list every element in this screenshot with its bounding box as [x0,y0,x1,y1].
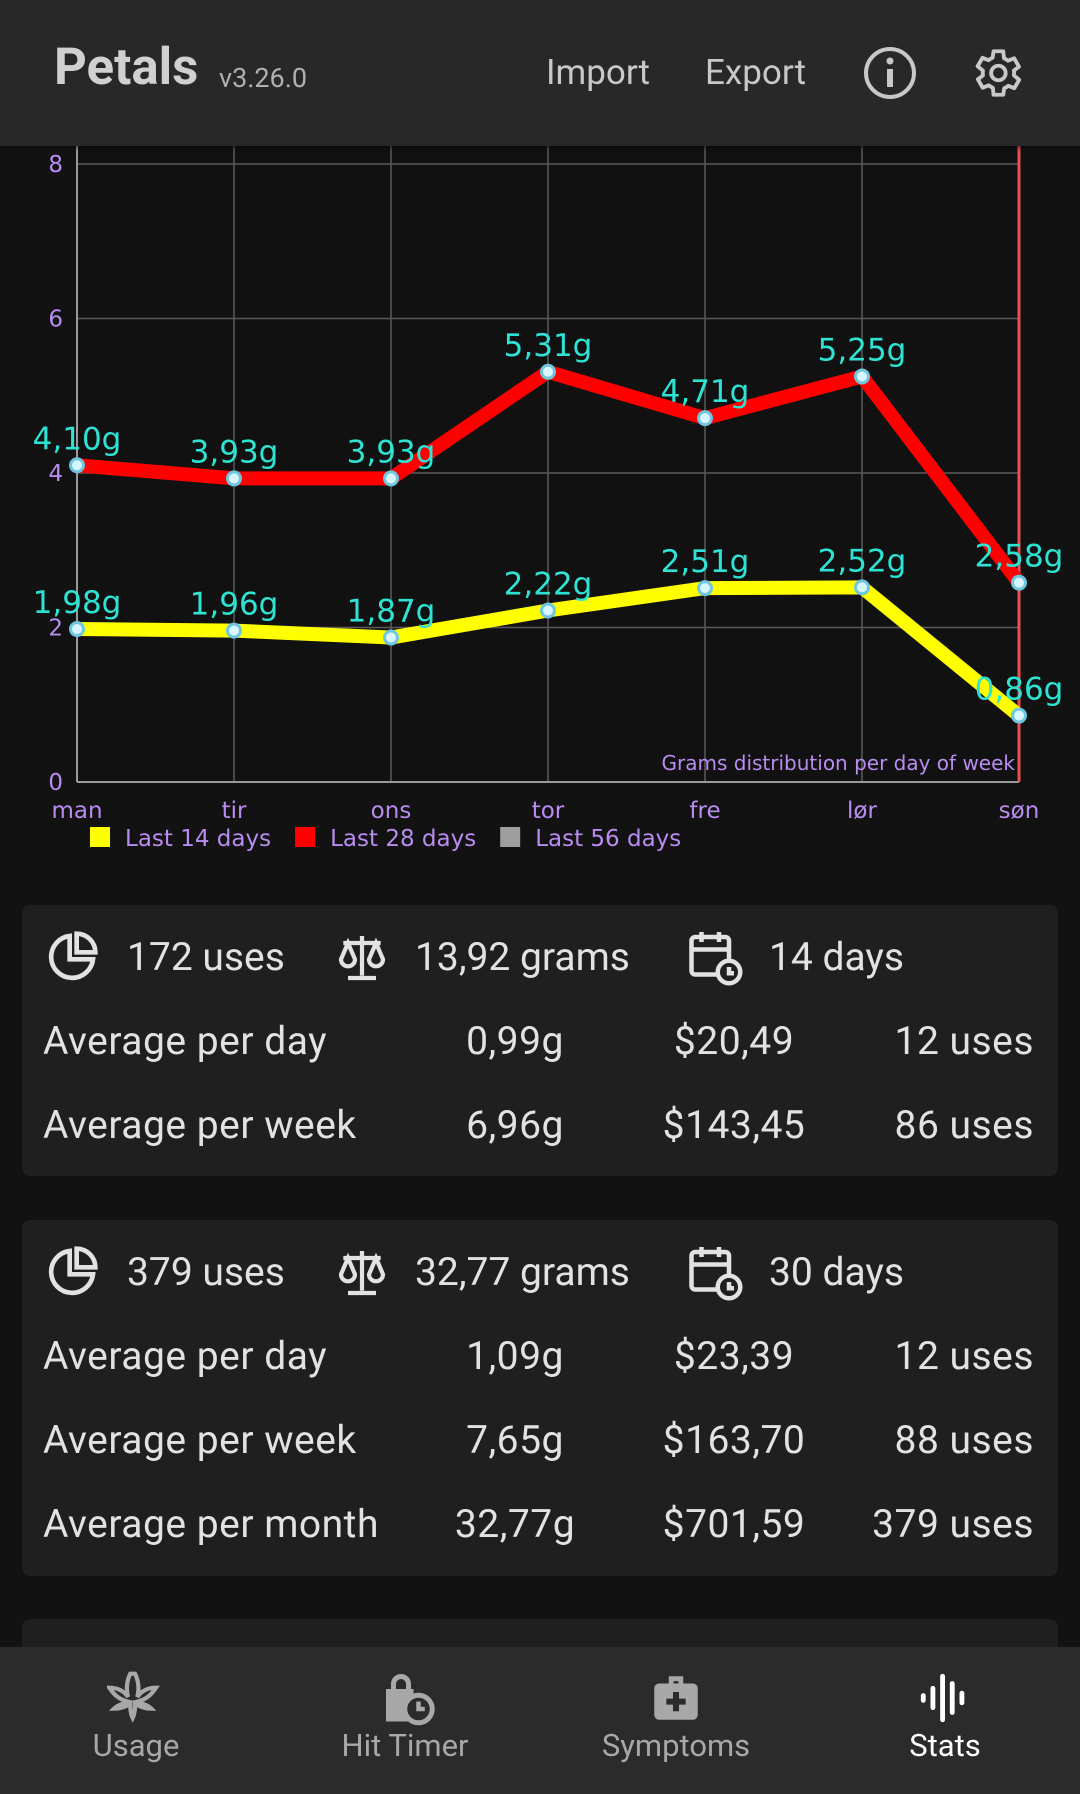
app-title: Petals [54,38,199,97]
row-cost: $143,45 [662,1102,806,1148]
x-tick-label: lør [847,798,877,824]
row-uses: 12 uses [894,1333,1034,1379]
row-cost: $701,59 [662,1501,806,1547]
row-grams: 1,09g [466,1333,564,1379]
data-label: 2,58g [975,539,1064,575]
uses-icon [44,1244,100,1304]
data-point [697,580,713,597]
weight-icon [334,1244,390,1304]
uses-total: 379 uses [127,1249,285,1295]
nav-icon [105,1669,163,1729]
row-label: Average per month [43,1501,379,1547]
y-tick-label: 2 [48,616,63,642]
x-tick-label: tor [532,798,565,824]
row-grams: 32,77g [454,1501,576,1547]
nav-icon [647,1669,705,1731]
nav-tab[interactable]: Symptoms [601,1727,751,1764]
y-tick-label: 0 [48,770,63,796]
grams-total: 32,77 grams [415,1249,630,1295]
legend-label: Last 28 days [330,826,476,852]
data-point [540,602,556,619]
row-cost: $20,49 [673,1018,795,1064]
data-label: 2,52g [818,543,907,579]
stats-card: 379 uses 32,77 grams 30 days Average per da… [22,1220,1058,1576]
data-point [69,621,85,638]
uses-total: 172 uses [127,934,285,980]
y-tick-label: 4 [48,461,63,487]
grams-total: 13,92 grams [415,934,630,980]
info-button[interactable] [862,45,918,101]
row-uses: 88 uses [894,1417,1034,1463]
data-point [226,622,242,639]
weight-icon [334,929,390,989]
app-version: v3.26.0 [219,62,308,94]
data-label: 4,10g [33,421,122,457]
data-label: 0,86g [975,672,1064,708]
data-point [1011,574,1027,591]
row-cost: $23,39 [673,1333,795,1379]
nav-tab[interactable]: Stats [909,1727,981,1764]
chart-annotation: Grams distribution per day of week [662,751,1016,775]
row-label: Average per week [43,1417,357,1463]
legend-swatch [90,827,110,847]
row-label: Average per day [43,1018,328,1064]
row-label: Average per day [43,1333,328,1379]
days-total: 30 days [769,1249,905,1295]
stats-card: 172 uses 13,92 grams 14 days Average per da… [22,905,1058,1176]
data-point [697,410,713,427]
days-total: 14 days [769,934,905,980]
nav-tab[interactable]: Usage [92,1727,180,1764]
data-point [226,470,242,487]
data-point [383,470,399,487]
data-point [854,368,870,385]
y-tick-label: 8 [48,152,63,178]
data-point [69,457,85,474]
data-label: 1,98g [33,585,122,621]
app-bar: Petals v3.26.0 Import Export [0,0,1080,146]
row-uses: 12 uses [894,1018,1034,1064]
data-label: 5,31g [504,328,593,364]
data-point [854,579,870,596]
bottom-nav: Usage Hit Timer Symptoms Stats [0,1647,1080,1794]
row-uses: 86 uses [894,1102,1034,1148]
uses-icon [44,929,100,989]
data-label: 3,93g [190,434,279,470]
data-label: 2,22g [504,567,593,603]
row-grams: 7,65g [466,1417,564,1463]
legend-swatch [500,827,521,847]
legend-label: Last 56 days [535,826,681,852]
export-button[interactable]: Export [705,52,807,93]
data-label: 3,93g [347,434,436,470]
row-cost: $163,70 [662,1417,806,1463]
data-label: 1,87g [347,594,436,630]
import-button[interactable]: Import [546,52,650,93]
x-tick-label: ons [371,798,412,824]
data-point [1011,707,1027,724]
chart: 0 2 4 6 8 man tir ons tor fre lør søn Grams distribu… [33,146,1064,852]
days-icon [684,1242,744,1306]
x-tick-label: man [51,798,102,824]
legend-swatch [295,827,316,847]
nav-icon [376,1669,436,1733]
settings-button[interactable] [967,44,1025,102]
x-tick-label: tir [222,798,247,824]
data-label: 2,51g [661,544,750,580]
row-uses: 379 uses [872,1501,1034,1547]
nav-tab[interactable]: Hit Timer [341,1727,469,1764]
x-tick-label: søn [999,798,1040,824]
legend-label: Last 14 days [125,826,271,852]
x-tick-label: fre [689,798,720,824]
data-point [383,629,399,646]
nav-icon [916,1669,974,1731]
days-icon [684,927,744,991]
data-label: 5,25g [818,332,907,368]
row-grams: 6,96g [466,1102,564,1148]
row-grams: 0,99g [466,1018,564,1064]
data-label: 1,96g [190,587,279,623]
data-point [540,363,556,380]
y-tick-label: 6 [48,307,63,333]
row-label: Average per week [43,1102,357,1148]
data-label: 4,71g [661,374,750,410]
